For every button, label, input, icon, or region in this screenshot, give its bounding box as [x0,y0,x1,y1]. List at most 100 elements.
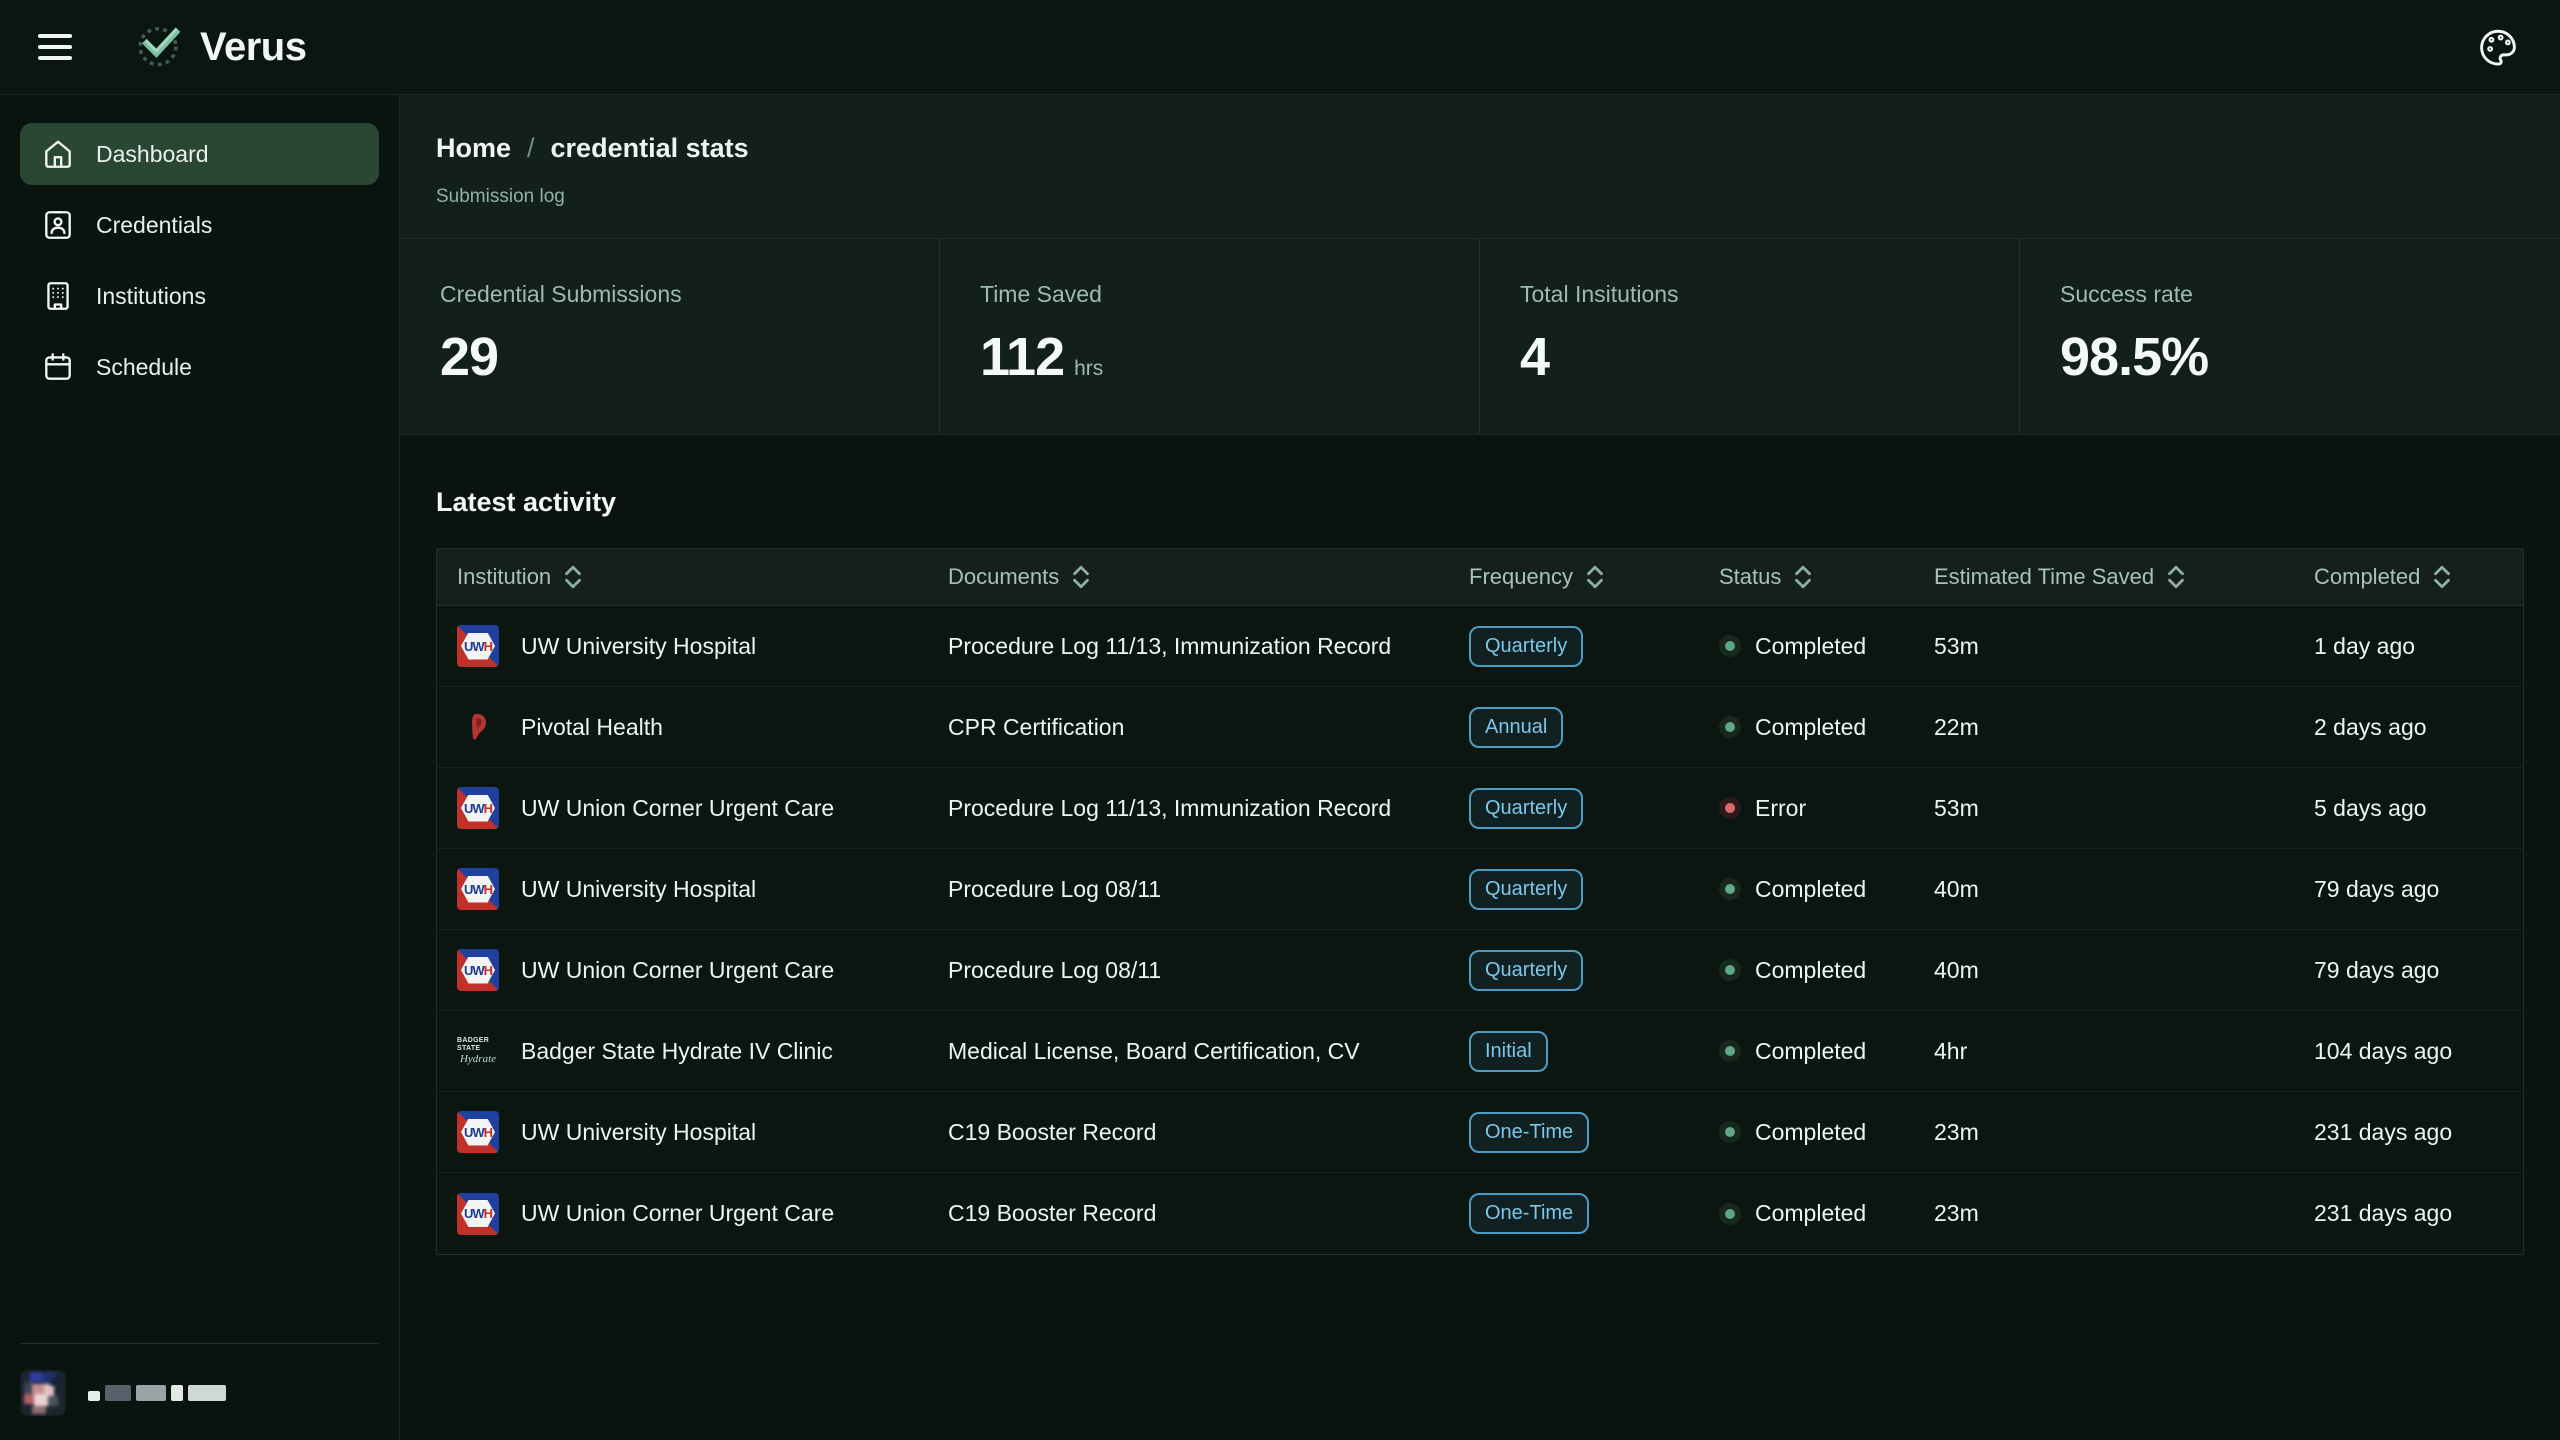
user-footer[interactable] [20,1343,379,1416]
table-row[interactable]: BADGER STATE Hydrate Badger State Hydrate… [437,1011,2523,1092]
documents-cell: Procedure Log 08/11 [948,875,1162,902]
time-saved-cell: 4hr [1934,1037,1968,1064]
completed-cell: 231 days ago [2314,1200,2453,1226]
sidebar-item-schedule[interactable]: Schedule [20,336,379,398]
documents-cell: Procedure Log 11/13, Immunization Record [948,794,1392,821]
institution-name: UW University Hospital [521,632,757,659]
institution-name: UW Union Corner Urgent Care [521,794,835,821]
time-saved-cell: 40m [1934,875,1979,902]
table-body: UW H UW University Hospital Procedure Log… [437,606,2523,1254]
completed-cell: 5 days ago [2314,794,2427,821]
status-dot [1719,716,1741,738]
frequency-badge: Quarterly [1469,868,1584,910]
status-label: Completed [1755,1037,1867,1064]
institution-name: UW University Hospital [521,1118,757,1145]
breadcrumb-home-link[interactable]: Home [436,133,512,163]
status-dot [1719,1202,1741,1225]
institution-name: Pivotal Health [521,713,663,740]
status-dot [1719,878,1741,900]
time-saved-cell: 53m [1934,794,1979,821]
frequency-badge: Initial [1469,1030,1548,1072]
column-header-documents[interactable]: Documents [928,564,1449,590]
frequency-badge: One-Time [1469,1111,1590,1153]
documents-cell: Procedure Log 08/11 [948,956,1162,983]
time-saved-cell: 22m [1934,713,1979,740]
table-row[interactable]: UW H UW Union Corner Urgent Care C19 Boos… [437,1173,2523,1254]
id-badge-icon [40,207,76,243]
stat-value: 112 [980,327,1065,387]
frequency-badge: Quarterly [1469,625,1584,667]
completed-cell: 2 days ago [2314,713,2427,740]
institution-logo: UW H [457,868,499,910]
table-row[interactable]: UW H UW Union Corner Urgent Care Procedur… [437,930,2523,1011]
sort-icon [1071,564,1091,590]
menu-icon[interactable] [38,34,72,60]
time-saved-cell: 23m [1934,1200,1979,1226]
frequency-badge: Quarterly [1469,787,1584,829]
sort-icon [1585,564,1605,590]
calendar-icon [40,349,76,385]
documents-cell: Medical License, Board Certification, CV [948,1037,1360,1064]
column-header-institution[interactable]: Institution [437,564,928,590]
status-dot [1719,959,1741,981]
user-avatar [20,1370,66,1416]
stat-value: 98.5% [2060,327,2209,387]
table-row[interactable]: UW H UW University Hospital C19 Booster R… [437,1092,2523,1173]
sidebar-item-dashboard[interactable]: Dashboard [20,123,379,185]
table-row[interactable]: UW H UW University Hospital Procedure Log… [437,606,2523,687]
stat-label: Total Insitutions [1520,281,1679,307]
institution-logo: BADGER STATE Hydrate [457,1037,497,1065]
table-row[interactable]: Pivotal Health CPR Certification Annual … [437,687,2523,768]
status-dot [1719,797,1741,819]
sidebar-item-credentials[interactable]: Credentials [20,194,379,256]
completed-cell: 104 days ago [2314,1037,2453,1064]
table-row[interactable]: UW H UW Union Corner Urgent Care Procedur… [437,768,2523,849]
status-dot [1719,1040,1741,1062]
topbar: Verus [0,0,2560,95]
check-circle-logo-icon [132,19,184,76]
documents-cell: CPR Certification [948,713,1125,740]
institution-name: UW Union Corner Urgent Care [521,1200,835,1226]
palette-icon[interactable] [2474,23,2522,71]
completed-cell: 79 days ago [2314,956,2440,983]
sort-icon [1793,564,1813,590]
activity-table: Institution Documents Frequency Sta [436,548,2524,1255]
main-content: Home / credential stats Submission log C… [400,95,2560,1440]
sidebar-item-label: Dashboard [96,140,209,167]
institution-name: Badger State Hydrate IV Clinic [521,1037,833,1064]
column-header-status[interactable]: Status [1699,564,1914,590]
time-saved-cell: 40m [1934,956,1979,983]
institution-logo [457,706,499,748]
column-header-frequency[interactable]: Frequency [1449,564,1699,590]
section-title-latest-activity: Latest activity [436,487,617,517]
status-label: Completed [1755,1118,1867,1145]
column-header-estimated-time-saved[interactable]: Estimated Time Saved [1914,564,2294,590]
sidebar-item-institutions[interactable]: Institutions [20,265,379,327]
status-dot [1719,635,1741,657]
column-header-completed[interactable]: Completed [2294,564,2523,590]
page-subtitle: Submission log [436,186,565,207]
sidebar: Dashboard Credentials [0,95,400,1440]
stat-suffix: hrs [1074,357,1104,380]
user-name-redacted [88,1384,226,1402]
documents-cell: C19 Booster Record [948,1200,1157,1226]
sidebar-item-label: Credentials [96,211,213,238]
documents-cell: C19 Booster Record [948,1118,1157,1145]
completed-cell: 79 days ago [2314,875,2440,902]
institution-logo: UW H [457,1111,499,1153]
building-icon [40,278,76,314]
status-dot [1719,1121,1741,1143]
frequency-badge: One-Time [1469,1193,1590,1234]
sort-icon [2432,564,2452,590]
documents-cell: Procedure Log 11/13, Immunization Record [948,632,1392,659]
table-row[interactable]: UW H UW University Hospital Procedure Log… [437,849,2523,930]
stat-label: Credential Submissions [440,281,682,307]
status-label: Completed [1755,1200,1867,1226]
completed-cell: 231 days ago [2314,1118,2453,1145]
page-header: Home / credential stats Submission log [400,95,2560,239]
home-icon [40,136,76,172]
sort-icon [2166,564,2186,590]
stat-card-credential-submissions: Credential Submissions 29 [400,239,940,434]
sidebar-item-label: Institutions [96,282,206,309]
institution-logo: UW H [457,949,499,991]
